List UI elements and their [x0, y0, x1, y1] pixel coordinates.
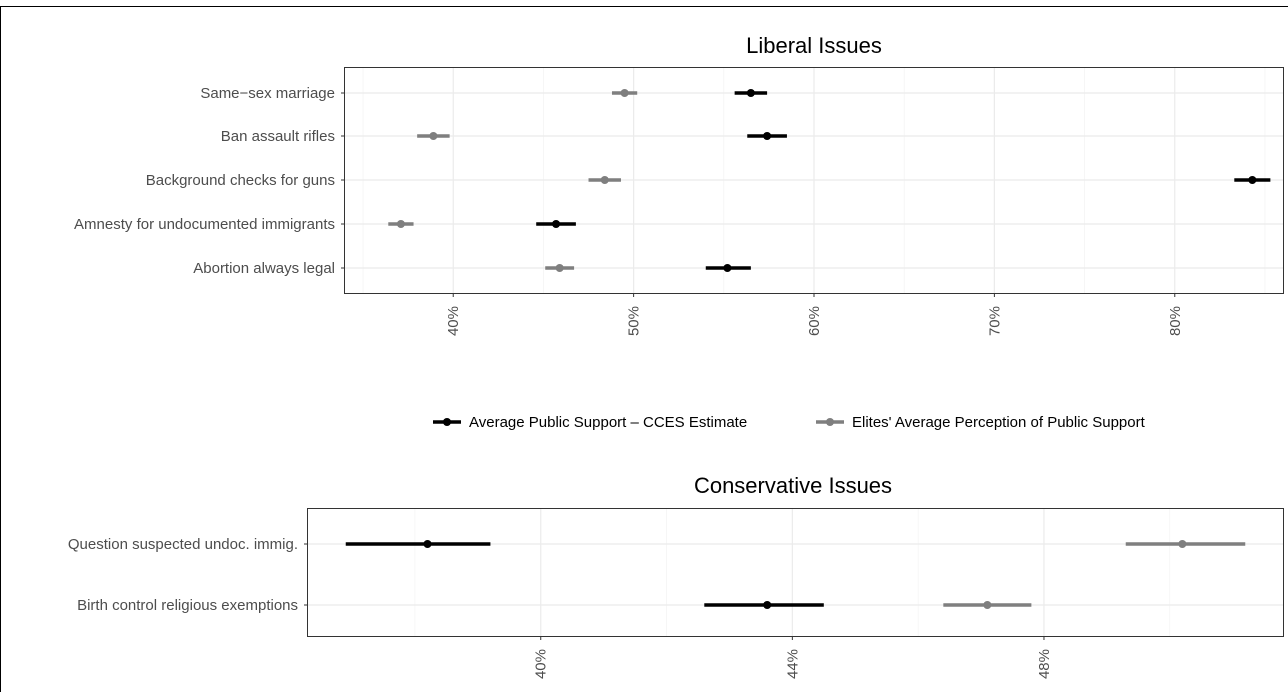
legend-public-label: Average Public Support – CCES Estimate	[469, 414, 747, 431]
legend: Average Public Support – CCES Estimate E…	[433, 414, 1146, 431]
elite-perception-point	[396, 220, 405, 228]
public-support-point	[552, 220, 561, 228]
category-label: Question suspected undoc. immig.	[68, 536, 298, 553]
liberal-panel-title: Liberal Issues	[746, 33, 882, 58]
conservative-category-labels: Question suspected undoc. immig. Birth co…	[68, 536, 308, 614]
public-support-point	[763, 601, 772, 609]
category-label: Ban assault rifles	[221, 128, 335, 145]
conservative-gridlines	[308, 509, 1283, 636]
x-tick-label: 44%	[784, 649, 801, 679]
x-tick-label: 50%	[626, 306, 643, 336]
public-support-point	[423, 540, 432, 548]
category-label: Amnesty for undocumented immigrants	[74, 216, 335, 233]
conservative-panel-title: Conservative Issues	[694, 473, 892, 498]
elite-perception-point	[620, 89, 629, 97]
category-label: Background checks for guns	[146, 172, 335, 189]
liberal-x-tick-labels: 40% 50% 60% 70% 80%	[445, 293, 1184, 336]
category-label: Abortion always legal	[193, 260, 335, 277]
elite-perception-point	[429, 132, 438, 140]
x-tick-label: 40%	[445, 306, 462, 336]
conservative-data-marks	[345, 540, 1246, 609]
legend-public-key-dot	[443, 418, 451, 426]
elite-perception-point	[555, 264, 564, 272]
public-support-point	[746, 89, 755, 97]
x-tick-label: 60%	[806, 306, 823, 336]
category-label: Birth control religious exemptions	[77, 597, 298, 614]
x-tick-label: 70%	[986, 306, 1003, 336]
x-tick-label: 48%	[1036, 649, 1053, 679]
legend-item-public-support: Average Public Support – CCES Estimate	[433, 414, 747, 431]
conservative-x-tick-labels: 40% 44% 48%	[533, 636, 1053, 679]
conservative-issues-panel: Conservative Issues Question suspected u…	[68, 473, 1284, 679]
public-support-point	[723, 264, 732, 272]
legend-elite-key-dot	[826, 418, 834, 426]
liberal-issues-panel: Liberal Issues Same−sex marriage Ban assa…	[74, 33, 1284, 336]
legend-elite-label: Elites' Average Perception of Public Sup…	[852, 414, 1146, 431]
public-support-point	[763, 132, 772, 140]
x-tick-label: 80%	[1167, 306, 1184, 336]
liberal-panel-border	[344, 67, 1284, 294]
liberal-data-marks	[388, 89, 1271, 272]
x-tick-label: 40%	[533, 649, 550, 679]
liberal-category-labels: Same−sex marriage Ban assault rifles Backg…	[74, 85, 345, 277]
conservative-panel-border	[307, 508, 1284, 637]
elite-perception-point	[983, 601, 992, 609]
public-support-point	[1248, 176, 1257, 184]
category-label: Same−sex marriage	[200, 85, 335, 102]
legend-item-elite-perception: Elites' Average Perception of Public Sup…	[816, 414, 1146, 431]
liberal-gridlines	[345, 68, 1283, 293]
elite-perception-point	[600, 176, 609, 184]
elite-perception-point	[1178, 540, 1187, 548]
